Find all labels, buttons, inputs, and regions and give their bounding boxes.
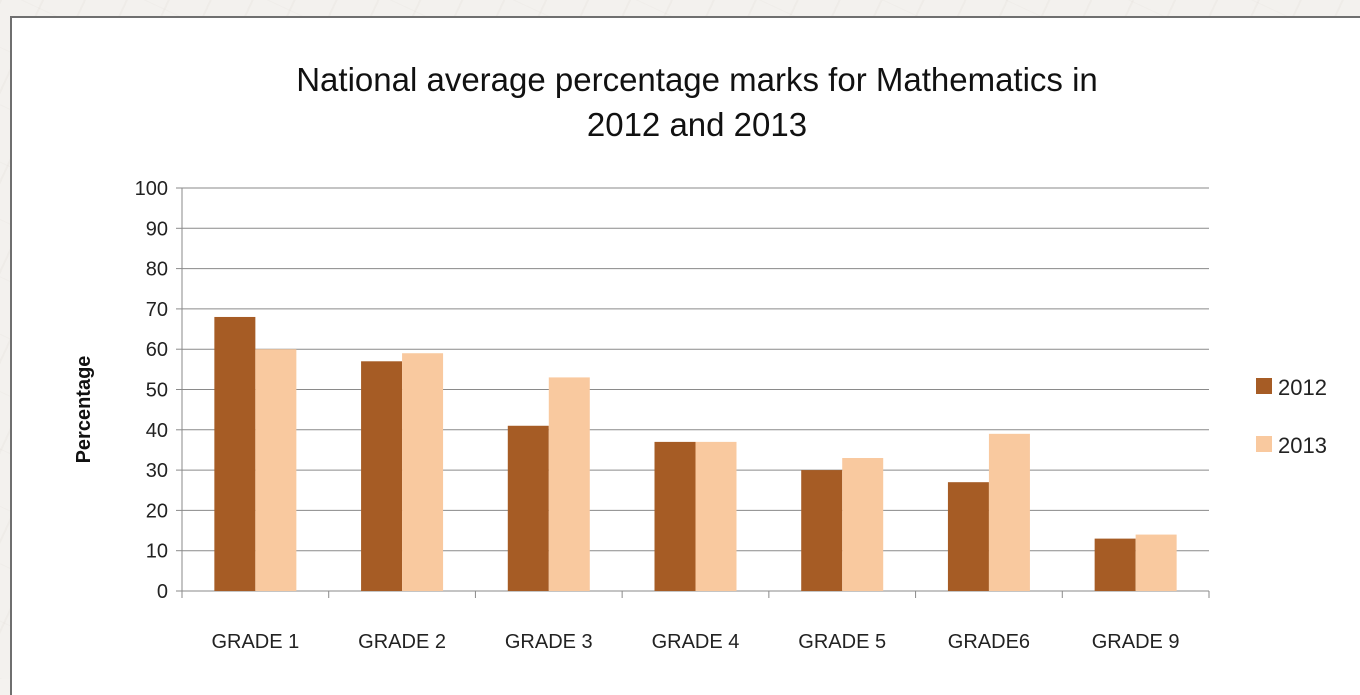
y-tick-label: 20 bbox=[146, 500, 168, 522]
bar-2012-grade-5 bbox=[801, 470, 843, 591]
bar-2013-grade-1 bbox=[255, 349, 297, 591]
x-tick-label: GRADE 5 bbox=[798, 631, 886, 653]
x-tick-label: GRADE 4 bbox=[652, 631, 740, 653]
x-tick-label: GRADE 1 bbox=[211, 631, 299, 653]
y-tick-label: 90 bbox=[146, 218, 168, 240]
bar-2013-grade-4 bbox=[695, 441, 737, 591]
bar-2013-grade-2 bbox=[402, 353, 444, 591]
y-tick-label: 60 bbox=[146, 339, 168, 361]
bars bbox=[214, 316, 1177, 591]
y-tick-label: 0 bbox=[157, 581, 168, 603]
y-tick-label: 50 bbox=[146, 380, 168, 402]
y-axis-ticks: 0 10 20 30 40 50 60 70 80 90 100 bbox=[135, 178, 182, 603]
bar-2012-grade-3 bbox=[507, 425, 549, 591]
legend-label-2012: 2012 bbox=[1278, 375, 1327, 400]
bar-2012-grade-2 bbox=[361, 361, 403, 591]
bar-2012-grade-4 bbox=[654, 441, 696, 591]
y-axis-title: Percentage bbox=[73, 356, 95, 464]
bar-2013-grade6 bbox=[988, 433, 1030, 591]
x-axis-labels: GRADE 1 GRADE 2 GRADE 3 GRADE 4 GRADE 5 GRADE… bbox=[211, 631, 1179, 653]
legend-swatch-2013 bbox=[1256, 436, 1272, 452]
y-tick-label: 30 bbox=[146, 460, 168, 482]
bar-2013-grade-9 bbox=[1135, 534, 1177, 591]
bar-2012-grade-9 bbox=[1094, 538, 1136, 591]
x-tick-label: GRADE 9 bbox=[1092, 631, 1180, 653]
bar-2012-grade6 bbox=[947, 482, 989, 591]
chart-title-line-2: 2012 and 2013 bbox=[587, 106, 807, 143]
bar-2012-grade-1 bbox=[214, 316, 256, 591]
legend: 2012 2013 bbox=[1256, 375, 1327, 458]
x-tick-label: GRADE 3 bbox=[505, 631, 593, 653]
legend-swatch-2012 bbox=[1256, 378, 1272, 394]
chart-title-line-1: National average percentage marks for Ma… bbox=[296, 61, 1098, 98]
bar-2013-grade-5 bbox=[842, 458, 884, 591]
y-tick-label: 70 bbox=[146, 299, 168, 321]
gridlines bbox=[182, 187, 1209, 592]
y-tick-label: 80 bbox=[146, 259, 168, 281]
y-tick-label: 100 bbox=[135, 178, 168, 200]
y-tick-label: 40 bbox=[146, 420, 168, 442]
y-tick-label: 10 bbox=[146, 541, 168, 563]
bar-chart: National average percentage marks for Ma… bbox=[73, 61, 1327, 653]
x-axis bbox=[181, 188, 1210, 598]
legend-label-2013: 2013 bbox=[1278, 433, 1327, 458]
chart-frame: National average percentage marks for Ma… bbox=[10, 16, 1360, 695]
x-tick-label: GRADE 2 bbox=[358, 631, 446, 653]
bar-2013-grade-3 bbox=[548, 377, 590, 591]
x-tick-label: GRADE6 bbox=[948, 631, 1030, 653]
